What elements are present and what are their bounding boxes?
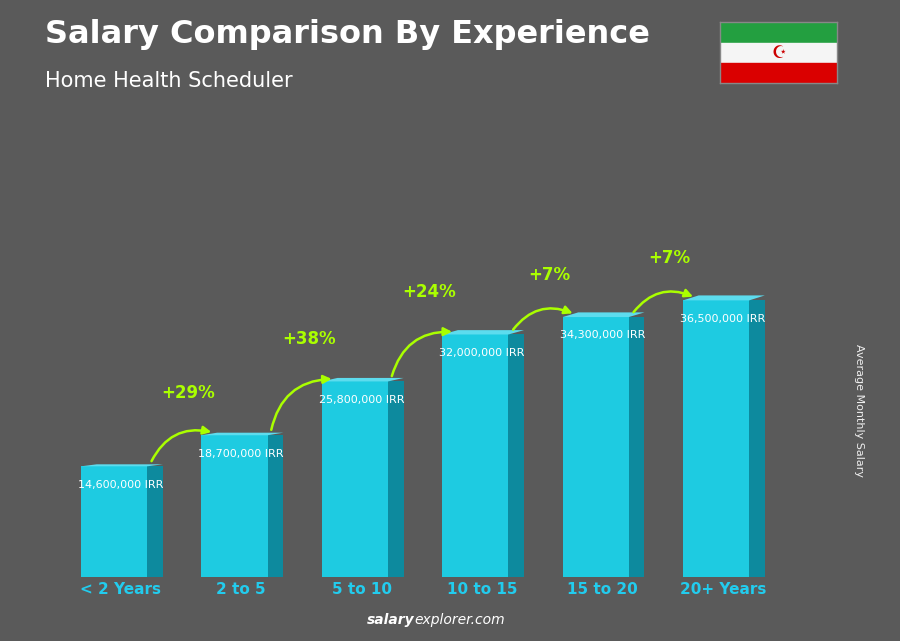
Bar xyxy=(720,22,837,43)
Text: Salary Comparison By Experience: Salary Comparison By Experience xyxy=(45,19,650,50)
Bar xyxy=(720,43,837,63)
Bar xyxy=(720,63,837,83)
Text: +24%: +24% xyxy=(402,283,456,301)
Text: +7%: +7% xyxy=(528,266,571,284)
Text: +38%: +38% xyxy=(282,330,336,348)
Text: +7%: +7% xyxy=(649,249,691,267)
Polygon shape xyxy=(388,381,404,577)
Text: 14,600,000 IRR: 14,600,000 IRR xyxy=(78,479,164,490)
FancyBboxPatch shape xyxy=(202,435,267,577)
Text: ☪: ☪ xyxy=(771,44,786,62)
Polygon shape xyxy=(322,378,404,381)
Text: explorer.com: explorer.com xyxy=(414,613,505,627)
Polygon shape xyxy=(562,312,644,317)
FancyBboxPatch shape xyxy=(442,335,508,577)
Polygon shape xyxy=(683,296,765,301)
Text: Home Health Scheduler: Home Health Scheduler xyxy=(45,71,292,90)
Polygon shape xyxy=(629,317,644,577)
FancyBboxPatch shape xyxy=(81,466,148,577)
Polygon shape xyxy=(202,433,284,435)
FancyBboxPatch shape xyxy=(562,317,629,577)
Text: 36,500,000 IRR: 36,500,000 IRR xyxy=(680,313,765,324)
Text: +29%: +29% xyxy=(161,384,215,402)
Polygon shape xyxy=(508,335,524,577)
Polygon shape xyxy=(148,466,163,577)
Text: 34,300,000 IRR: 34,300,000 IRR xyxy=(560,330,645,340)
Text: Average Monthly Salary: Average Monthly Salary xyxy=(854,344,865,477)
Text: 18,700,000 IRR: 18,700,000 IRR xyxy=(198,449,284,458)
Polygon shape xyxy=(749,301,765,577)
Text: salary: salary xyxy=(366,613,414,627)
FancyBboxPatch shape xyxy=(322,381,388,577)
Polygon shape xyxy=(267,435,284,577)
Text: 32,000,000 IRR: 32,000,000 IRR xyxy=(439,348,525,358)
FancyBboxPatch shape xyxy=(683,301,749,577)
Polygon shape xyxy=(81,464,163,466)
Polygon shape xyxy=(442,330,524,335)
Text: 25,800,000 IRR: 25,800,000 IRR xyxy=(319,395,404,404)
